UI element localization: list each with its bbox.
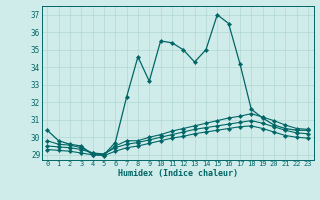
X-axis label: Humidex (Indice chaleur): Humidex (Indice chaleur) <box>118 169 237 178</box>
